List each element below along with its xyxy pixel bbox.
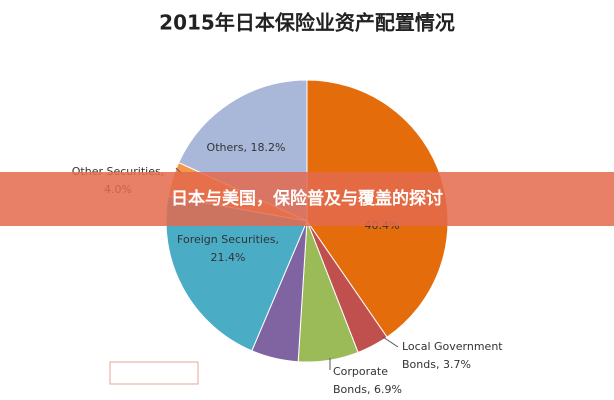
banner-text: 日本与美国，保险普及与覆盖的探讨 (171, 188, 443, 209)
banner (0, 172, 614, 226)
chart-title: 2015年日本保险业资产配置情况 (159, 11, 455, 35)
leader-line (382, 336, 399, 348)
data-label: Bonds, 6.9% (333, 383, 402, 396)
data-label: Foreign Securities, (177, 233, 279, 246)
data-label: Local Government (402, 340, 503, 353)
data-label: Bonds, 3.7% (402, 358, 471, 371)
label-box (109, 361, 199, 385)
data-label: 21.4% (211, 251, 246, 264)
data-label: Others, 18.2% (207, 141, 286, 154)
data-label: Corporate (333, 365, 388, 378)
